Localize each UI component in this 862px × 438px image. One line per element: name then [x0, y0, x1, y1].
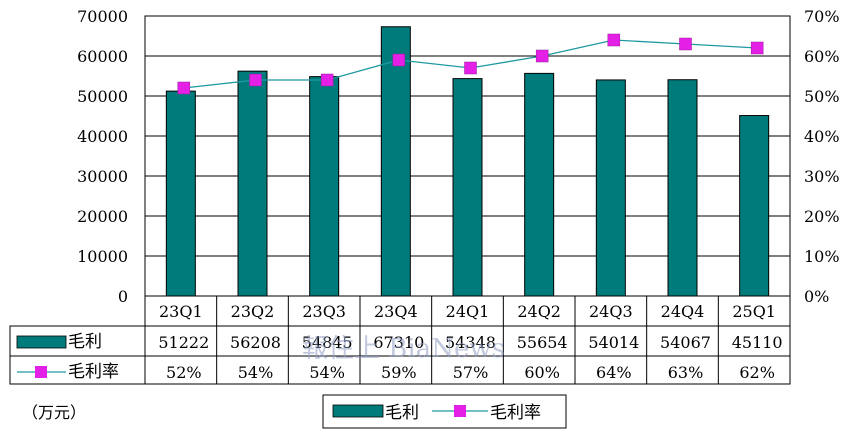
line-marker: [177, 81, 191, 95]
row-key-marker: [35, 366, 47, 378]
category-label: 23Q4: [374, 302, 418, 321]
table-cell: 59%: [381, 363, 417, 382]
table-cell: 57%: [453, 363, 489, 382]
bar: [165, 90, 196, 297]
legend-marker-key: [454, 405, 466, 417]
left-tick-label: 70000: [77, 7, 128, 26]
table-cell: 54014: [588, 333, 639, 352]
left-tick-label: 30000: [77, 167, 128, 186]
category-label: 23Q1: [159, 302, 203, 321]
bar: [595, 79, 626, 297]
line-marker: [679, 37, 692, 51]
table-cell: 64%: [596, 363, 632, 382]
line-marker: [750, 41, 764, 55]
bar: [524, 72, 555, 297]
bar: [667, 79, 698, 297]
table-cell: 63%: [668, 363, 704, 382]
category-label: 24Q4: [661, 302, 705, 321]
bar-series: [165, 26, 770, 297]
category-label: 23Q3: [302, 302, 346, 321]
table-cell: 62%: [739, 363, 775, 382]
table-cell: 54845: [302, 333, 353, 352]
table-cell: 67310: [373, 333, 424, 352]
row-key-bar: [16, 335, 67, 349]
bar: [452, 78, 483, 297]
category-label: 24Q3: [589, 302, 633, 321]
line-series: [177, 33, 764, 95]
data-table: 23Q1 23Q2 23Q3 23Q4 24Q1 24Q2 24Q3 24Q4 25Q1 毛利 51…: [9, 296, 791, 385]
line-marker: [392, 53, 406, 67]
row-label: 毛利率: [68, 362, 119, 382]
legend-label: 毛利: [385, 403, 419, 423]
right-tick-label: 50%: [804, 87, 840, 106]
right-tick-label: 70%: [804, 7, 840, 26]
watermark: 報住上 BiaNews: [302, 334, 505, 364]
category-label: 24Q2: [517, 302, 561, 321]
legend-label: 毛利率: [490, 403, 541, 423]
line-marker: [535, 49, 549, 63]
right-tick-label: 0%: [804, 287, 829, 306]
right-tick-label: 30%: [804, 167, 840, 186]
line-marker: [607, 33, 621, 47]
table-cell: 52%: [166, 363, 202, 382]
line-marker: [249, 73, 262, 87]
category-label: 25Q1: [732, 302, 776, 321]
table-cell: 60%: [524, 363, 560, 382]
table-cell: 55654: [517, 333, 568, 352]
table-cell: 54348: [445, 333, 496, 352]
row-label: 毛利: [68, 332, 102, 352]
category-label: 24Q1: [446, 302, 490, 321]
bar: [380, 26, 411, 297]
left-tick-label: 40000: [77, 127, 128, 146]
left-tick-label: 10000: [77, 247, 128, 266]
table-cell: 51222: [158, 333, 209, 352]
bar: [739, 115, 770, 297]
table-cell: 54%: [309, 363, 345, 382]
legend: 毛利 毛利率: [322, 394, 567, 429]
unit-label: （万元）: [22, 403, 86, 422]
category-label: 23Q2: [231, 302, 275, 321]
right-tick-label: 60%: [804, 47, 840, 66]
left-tick-label: 60000: [77, 47, 128, 66]
line-marker: [320, 73, 334, 87]
table-cell: 45110: [732, 333, 783, 352]
right-tick-label: 20%: [804, 207, 840, 226]
table-cell: 54067: [660, 333, 711, 352]
table-cell: 54%: [238, 363, 274, 382]
line-marker: [464, 61, 477, 75]
left-tick-label: 0: [118, 287, 128, 306]
bar: [309, 76, 340, 297]
legend-bar-key: [332, 404, 384, 418]
left-tick-label: 50000: [77, 87, 128, 106]
left-tick-label: 20000: [77, 207, 128, 226]
bar: [237, 70, 268, 297]
axes: 0 10000 20000 30000 40000 50000 60000 70000 0% 10…: [77, 7, 839, 306]
right-tick-label: 40%: [804, 127, 840, 146]
table-cell: 56208: [230, 333, 281, 352]
right-tick-label: 10%: [804, 247, 840, 266]
